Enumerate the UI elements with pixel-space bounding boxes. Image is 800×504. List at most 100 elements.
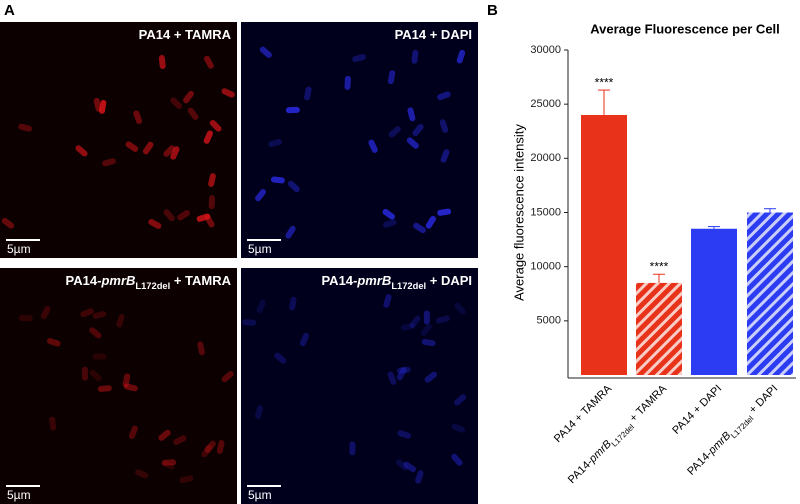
cell [89, 327, 102, 339]
text-part: PA14- [321, 273, 357, 288]
scale-label: 5µm [248, 488, 272, 502]
cell [18, 315, 33, 322]
cell [352, 54, 366, 63]
cell [208, 195, 215, 210]
cell [148, 218, 162, 229]
cell [128, 425, 138, 439]
significance: **** [595, 75, 614, 89]
cell [122, 373, 131, 388]
y-tick-label: 30000 [530, 44, 561, 56]
cell [97, 385, 112, 392]
cell [388, 126, 401, 138]
x-tick-label: PA14-pmrBL172del + DAPI [685, 383, 782, 480]
cell [397, 430, 412, 439]
text-part: pmrB [100, 273, 135, 288]
bar-hatch [747, 212, 793, 375]
cell [201, 444, 212, 458]
text-part: L172del [391, 281, 426, 291]
cell [204, 440, 216, 453]
cell [197, 341, 205, 356]
x-tick-label: PA14-pmrBL172del + TAMRA [566, 382, 672, 488]
cell [299, 332, 310, 347]
image-label: PA14-pmrBL172del + DAPI [321, 273, 472, 291]
cell [454, 302, 466, 315]
cell [268, 138, 283, 148]
image-label: PA14 + DAPI [395, 27, 472, 42]
text-part: PA14 + DAPI [395, 27, 472, 42]
cell [401, 323, 415, 331]
cell [395, 459, 409, 471]
cell [116, 313, 125, 328]
y-axis-label: Average fluorescence intensity [511, 124, 526, 301]
cell [454, 394, 467, 406]
text-part: PA14 + TAMRA [139, 27, 232, 42]
cell [173, 435, 187, 445]
micrograph [241, 22, 478, 258]
cell [437, 91, 451, 101]
cell [133, 110, 143, 124]
micrograph [0, 268, 237, 504]
cell [368, 139, 378, 153]
cell [437, 208, 452, 216]
text-part: + DAPI [426, 273, 472, 288]
cell [80, 308, 94, 318]
cell [382, 208, 396, 220]
cell [196, 213, 211, 222]
scale-label: 5µm [248, 242, 272, 256]
cell [81, 366, 88, 381]
cell [396, 367, 407, 381]
cell [75, 145, 88, 157]
cell [163, 145, 176, 157]
cell [289, 296, 297, 311]
cell [158, 429, 171, 441]
cell [221, 370, 234, 383]
text-part: PA14 + DAPI [670, 383, 724, 437]
chart-title: Average Fluorescence per Cell [590, 21, 780, 36]
cell [46, 338, 61, 347]
cell [161, 460, 175, 470]
cell [349, 441, 356, 456]
cell [208, 173, 216, 187]
cell [170, 97, 183, 110]
y-tick-label: 25000 [530, 98, 561, 110]
cell [424, 371, 438, 383]
cell [387, 70, 396, 85]
cell [203, 130, 213, 144]
cell [304, 86, 312, 101]
cell [274, 352, 287, 364]
x-tick-label: PA14 + TAMRA [552, 382, 615, 445]
cell [383, 294, 392, 308]
cell [439, 119, 449, 133]
cell [92, 353, 107, 360]
cell [270, 176, 285, 184]
cell [158, 55, 166, 70]
cell [456, 49, 466, 64]
cell [183, 90, 194, 104]
cell [421, 338, 436, 347]
cell [203, 55, 214, 69]
image-label: PA14-pmrBL172del + TAMRA [66, 273, 232, 291]
cell [451, 423, 466, 433]
text-part: + TAMRA [170, 273, 231, 288]
bar-hatch [636, 282, 682, 375]
text-part: + DAPI [745, 383, 781, 419]
micrograph [0, 22, 237, 258]
y-tick-label: 5000 [537, 315, 561, 327]
cell [1, 217, 15, 229]
cell [407, 107, 416, 122]
cell [162, 459, 177, 466]
cell [135, 469, 149, 479]
micrograph [241, 268, 478, 504]
cell [440, 149, 450, 163]
bar [691, 228, 737, 375]
cell [125, 141, 139, 152]
bar [581, 115, 627, 375]
cell [92, 311, 107, 319]
cell [420, 323, 432, 336]
scale-label: 5µm [7, 488, 31, 502]
cell [396, 366, 411, 374]
cell [344, 75, 351, 90]
cell [40, 305, 51, 320]
text-part: PA14 + TAMRA [552, 382, 615, 445]
